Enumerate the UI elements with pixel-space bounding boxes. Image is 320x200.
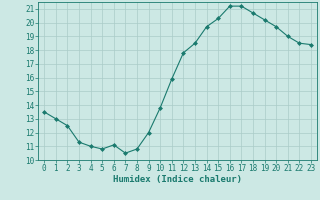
X-axis label: Humidex (Indice chaleur): Humidex (Indice chaleur)	[113, 175, 242, 184]
